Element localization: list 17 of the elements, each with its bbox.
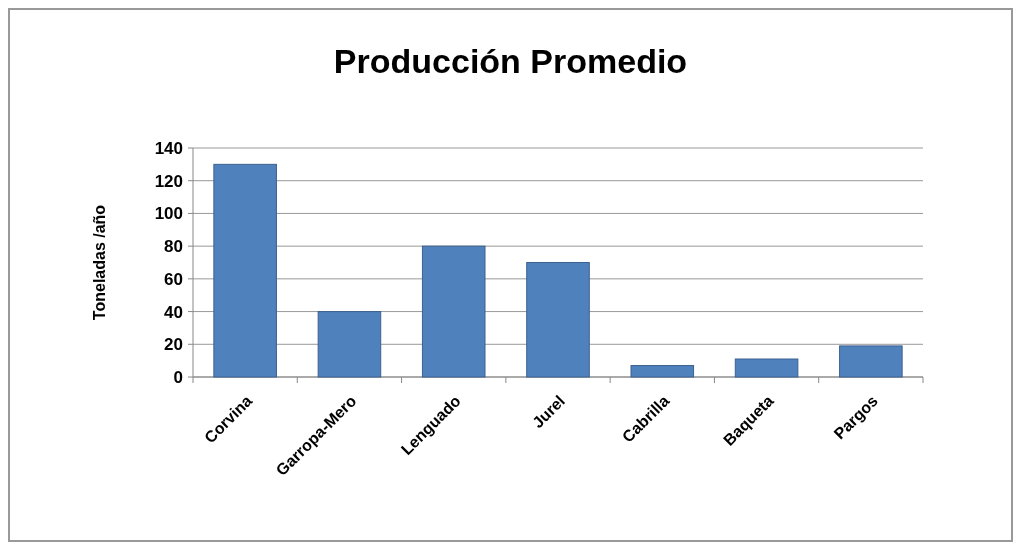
y-tick-label: 140 [154,138,183,158]
bar [630,365,695,378]
chart-title: Producción Promedio [333,42,688,80]
y-tick-label: 20 [164,335,183,355]
y-tick-label: 0 [173,367,183,387]
bar [526,262,590,378]
y-tick-label: 80 [164,237,183,257]
bar [213,163,277,378]
y-axis-title: Toneladas /año [91,204,108,321]
y-tick-label: 40 [164,302,183,322]
y-tick-label: 100 [154,204,183,224]
y-tick-label: 120 [154,171,183,191]
bar [734,358,799,378]
y-tick-label: 60 [164,269,183,289]
bar [839,345,903,378]
bar [317,311,382,378]
bar [421,245,486,378]
